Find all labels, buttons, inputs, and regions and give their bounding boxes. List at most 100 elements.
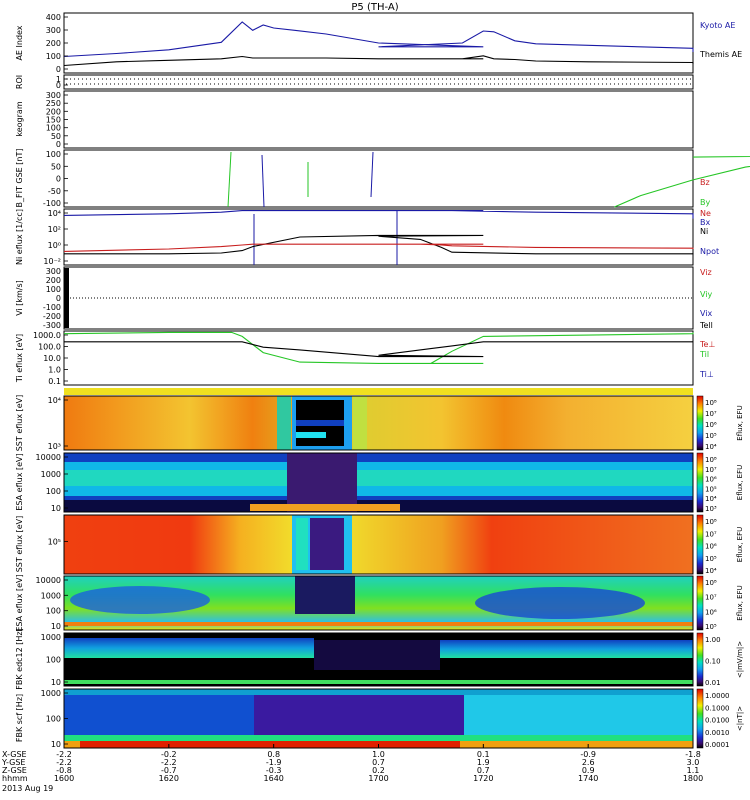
ytick-esa_ion: 10 bbox=[51, 504, 61, 513]
ytick-fbk_b: 10 bbox=[51, 740, 61, 749]
ytick-fbk_b: 100 bbox=[46, 715, 61, 724]
ytick-velocity: 200 bbox=[46, 276, 61, 285]
ytick-temperature: 1.0 bbox=[48, 366, 61, 375]
ytick-esa_e: 10000 bbox=[36, 576, 61, 585]
colorbar-tick-sst_ion: 10⁶ bbox=[705, 421, 717, 429]
ytick-esa_e: 100 bbox=[46, 607, 61, 616]
density-series-ni bbox=[64, 234, 694, 255]
ytick-keogram: 0 bbox=[56, 140, 61, 149]
xaxis-x-value: -0.9 bbox=[580, 750, 596, 759]
xaxis-t-value: 1740 bbox=[578, 774, 598, 783]
spec-esa-e bbox=[64, 576, 693, 630]
colorbar-tick-fbk_e: 0.10 bbox=[705, 658, 721, 666]
panel-keogram-frame bbox=[63, 90, 694, 149]
ytick-ae: 300 bbox=[46, 26, 61, 35]
colorbar-fbk-e bbox=[696, 632, 704, 687]
colorbar-tick-sst_ion: 10⁴ bbox=[705, 443, 717, 451]
colorbar-tick-esa_ion: 10⁵ bbox=[705, 485, 717, 493]
ytick-esa_e: 1000 bbox=[41, 591, 61, 600]
colorbar-title-fbk_b: <|nT|> bbox=[736, 706, 744, 731]
legend-temperature: Te⊥ bbox=[699, 340, 715, 349]
panel-bfield-frame bbox=[63, 149, 694, 208]
xaxis-z-value: -0.8 bbox=[56, 766, 72, 775]
spec-sst-ion bbox=[64, 396, 693, 450]
bx-spike bbox=[261, 154, 265, 208]
ylabel-ae: AE Index bbox=[15, 25, 24, 60]
ytick-temperature: 0.1 bbox=[48, 377, 61, 386]
xaxis-y-value: -2.2 bbox=[161, 758, 177, 767]
xaxis-x-value: 0.1 bbox=[477, 750, 490, 759]
spec-esa-ion bbox=[64, 453, 693, 512]
colorbar-tick-fbk_b: 0.0010 bbox=[705, 729, 730, 737]
bfield-spikes bbox=[227, 151, 374, 208]
panel-temperature-frame bbox=[63, 330, 694, 386]
ytick-velocity: 300 bbox=[46, 267, 61, 276]
roi-markers bbox=[66, 78, 691, 85]
ytick-temperature: 1000.0 bbox=[33, 331, 61, 340]
colorbar-title-esa_e: Eflux, EFU bbox=[736, 585, 744, 620]
ytick-roi: 0 bbox=[56, 81, 61, 90]
legend-velocity: Viz bbox=[700, 268, 712, 277]
ytick-bfield: -50 bbox=[48, 187, 61, 196]
figure-title: P5 (TH-A) bbox=[351, 2, 398, 13]
ytick-keogram: 100 bbox=[46, 124, 61, 133]
ylabel-esa_ion: ESA eflux [eV] bbox=[15, 453, 24, 510]
colorbar-title-sst_ion: Eflux, EFU bbox=[736, 405, 744, 440]
xaxis-row-label-x: X-GSE bbox=[2, 750, 27, 759]
xaxis-t-value: 1720 bbox=[473, 774, 493, 783]
xaxis-x-value: -2.2 bbox=[56, 750, 72, 759]
xaxis-y-value: 0.7 bbox=[372, 758, 385, 767]
xaxis-t-value: 1700 bbox=[368, 774, 388, 783]
colorbar-tick-sst_ion: 10⁸ bbox=[705, 399, 717, 407]
ytick-velocity: -100 bbox=[43, 303, 61, 312]
colorbar-tick-esa_e: 10⁶ bbox=[705, 608, 717, 616]
ylabel-sst_e: SST eflux [eV] bbox=[15, 516, 24, 573]
ytick-bfield: 50 bbox=[51, 162, 61, 171]
by-spike bbox=[227, 151, 232, 208]
ytick-density: 10⁴ bbox=[48, 209, 61, 218]
ae-series-themis-ae bbox=[63, 55, 694, 67]
ytick-keogram: 150 bbox=[46, 116, 61, 125]
panel-esa-ion-frame bbox=[63, 452, 694, 513]
ylabel-esa_e: ESA eflux [eV] bbox=[15, 574, 24, 631]
bfield-series-by bbox=[614, 155, 750, 208]
ylabel-temperature: Ti eflux [eV] bbox=[15, 334, 24, 383]
ytick-sst_e: 10⁵ bbox=[48, 538, 61, 547]
ytick-fbk_b: 1000 bbox=[41, 689, 61, 698]
xaxis-t-value: 1600 bbox=[54, 774, 74, 783]
xaxis-z-value: -0.3 bbox=[266, 766, 282, 775]
legend-density: Ni bbox=[700, 227, 708, 236]
ylabel-bfield: B_FIT GSE [nT] bbox=[15, 149, 24, 208]
ylabel-velocity: Vi [km/s] bbox=[15, 280, 24, 316]
xaxis-row-label-y: Y-GSE bbox=[1, 758, 25, 767]
colorbar-tick-sst_ion: 10⁵ bbox=[705, 432, 717, 440]
ytick-density: 10⁻² bbox=[43, 257, 61, 266]
colorbar-title-fbk_e: <|mV/m|> bbox=[736, 641, 744, 678]
panel-roi-frame bbox=[63, 74, 694, 90]
colorbar-tick-esa_e: 10⁵ bbox=[705, 623, 717, 631]
colorbar-sst-e bbox=[696, 514, 704, 575]
legend-velocity: Vix bbox=[700, 309, 713, 318]
ytick-sst_ion: 10⁴ bbox=[48, 396, 61, 405]
ytick-velocity: -200 bbox=[43, 312, 61, 321]
xaxis-x-value: -0.2 bbox=[161, 750, 177, 759]
colorbar-tick-esa_e: 10⁷ bbox=[705, 594, 717, 602]
colorbar-tick-sst_e: 10⁸ bbox=[705, 518, 717, 526]
ytick-ae: 100 bbox=[46, 52, 61, 61]
bx-spike bbox=[370, 151, 374, 198]
ytick-sst_ion: 10³ bbox=[48, 442, 61, 451]
colorbar-tick-sst_ion: 10⁷ bbox=[705, 410, 717, 418]
xaxis-row-label-time: hhmm bbox=[2, 774, 28, 783]
legend-temperature: Ti⊥ bbox=[699, 370, 714, 379]
ytick-keogram: 250 bbox=[46, 99, 61, 108]
ytick-bfield: 100 bbox=[46, 150, 61, 159]
panel-sst-e-frame bbox=[63, 514, 694, 575]
xaxis-z-value: 1.1 bbox=[687, 766, 700, 775]
colorbar-title-sst_e: Eflux, EFU bbox=[736, 527, 744, 562]
ytick-velocity: 0 bbox=[56, 294, 61, 303]
ytick-esa_e: 10 bbox=[51, 622, 61, 631]
xaxis-t-value: 1620 bbox=[159, 774, 179, 783]
ytick-ae: 200 bbox=[46, 39, 61, 48]
colorbar-tick-sst_e: 10⁷ bbox=[705, 530, 717, 538]
